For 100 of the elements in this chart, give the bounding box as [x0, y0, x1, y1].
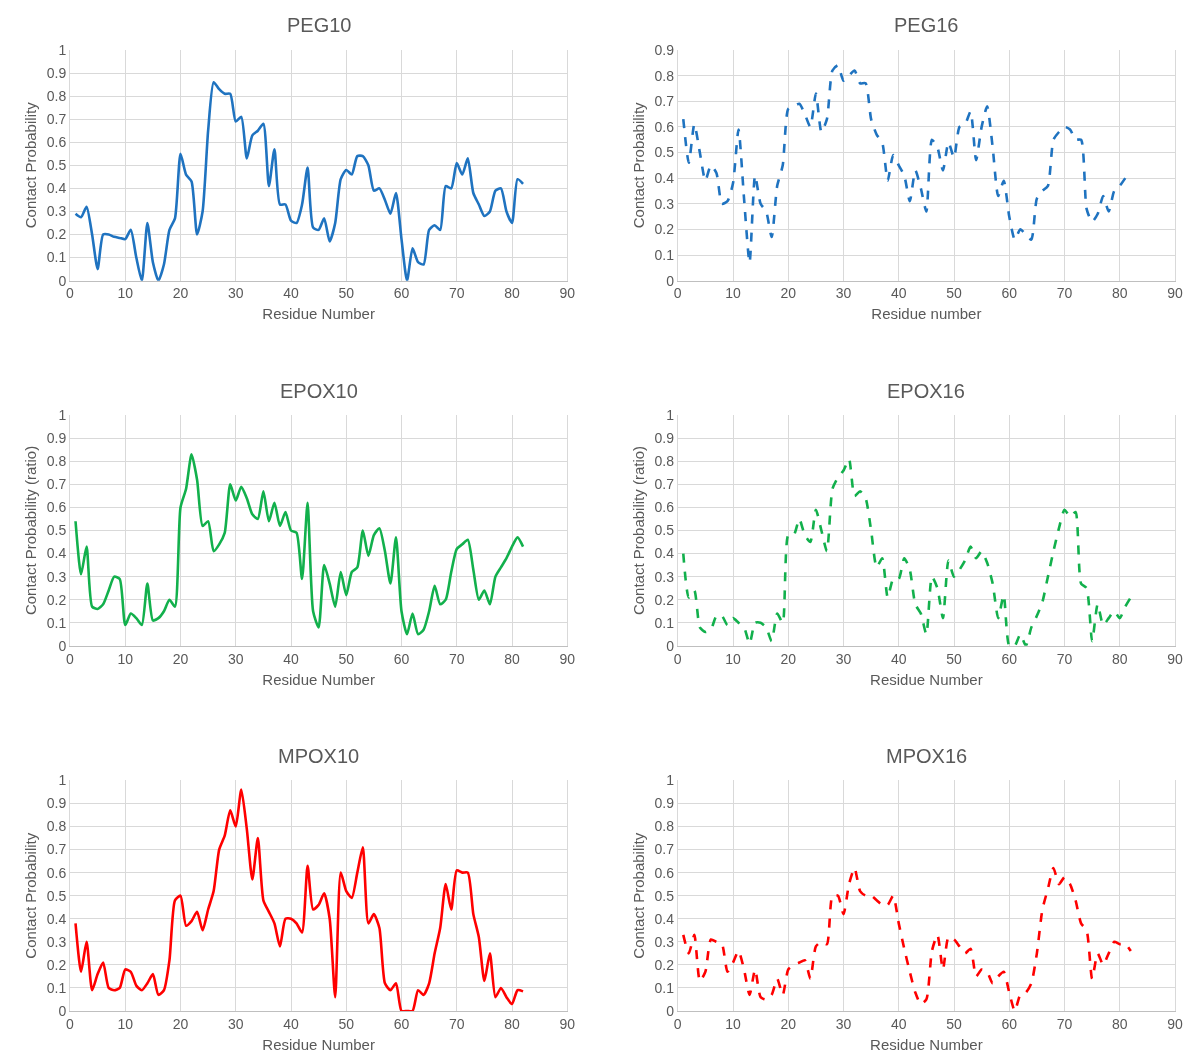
- y-tick-label: 0.8: [46, 818, 67, 835]
- y-tick-label: 0.1: [654, 979, 675, 996]
- chart-title: MPOX10: [278, 745, 360, 767]
- y-tick-label: 0.6: [654, 499, 675, 516]
- x-tick-label: 40: [890, 1015, 907, 1032]
- y-tick-label: 0.1: [46, 614, 67, 631]
- x-tick-label: 60: [393, 650, 410, 667]
- x-tick-label: 80: [1111, 1015, 1128, 1032]
- y-tick-label: 0: [666, 637, 675, 654]
- y-tick-label: 0.6: [654, 118, 675, 135]
- x-tick-label: 30: [227, 1015, 244, 1032]
- y-tick-label: 0.4: [654, 170, 675, 187]
- y-tick-label: 0.9: [46, 430, 67, 447]
- y-tick-label: 0.9: [654, 41, 675, 58]
- x-tick-label: 40: [283, 1015, 299, 1032]
- y-tick-label: 0.8: [654, 67, 675, 84]
- y-tick-label: 0.7: [46, 841, 67, 858]
- y-tick-label: 0.8: [654, 453, 675, 470]
- y-tick-label: 0.8: [46, 88, 67, 105]
- x-tick-label: 20: [780, 1015, 797, 1032]
- x-tick-label: 80: [1111, 285, 1128, 302]
- y-tick-label: 0.6: [46, 134, 67, 151]
- y-tick-label: 0.2: [654, 221, 675, 238]
- y-tick-label: 0.6: [654, 864, 675, 881]
- y-tick-label: 0.3: [46, 568, 67, 585]
- x-tick-label: 10: [117, 1015, 134, 1032]
- chart-title: EPOX10: [280, 380, 358, 402]
- x-tick-label: 90: [1167, 285, 1183, 302]
- line-series: [74, 453, 525, 636]
- y-tick-label: 0.9: [46, 795, 67, 812]
- x-tick-label: 20: [172, 650, 189, 667]
- x-tick-label: 70: [1056, 650, 1073, 667]
- y-tick-label: 0.2: [46, 226, 67, 243]
- y-tick-label: 0.6: [46, 864, 67, 881]
- x-tick-label: 90: [559, 1015, 576, 1032]
- x-tick-label: 70: [448, 285, 465, 302]
- y-tick-label: 0.7: [46, 111, 67, 128]
- x-tick-label: 30: [835, 1015, 852, 1032]
- y-tick-label: 0.7: [654, 841, 675, 858]
- line-series: [74, 788, 525, 1011]
- y-tick-label: 1: [58, 41, 67, 58]
- x-tick-label: 60: [393, 285, 410, 302]
- y-tick-label: 0.6: [46, 499, 67, 516]
- x-tick-label: 40: [890, 285, 907, 302]
- x-tick-label: 80: [504, 650, 520, 667]
- x-axis-title: Residue Number: [262, 670, 375, 688]
- y-tick-label: 1: [666, 407, 675, 424]
- y-tick-label: 0.2: [46, 591, 67, 608]
- y-tick-label: 0.9: [654, 795, 675, 812]
- x-tick-label: 60: [1001, 1015, 1018, 1032]
- x-tick-label: 50: [946, 285, 962, 302]
- x-tick-label: 70: [448, 650, 465, 667]
- x-axis-title: Residue Number: [870, 1035, 983, 1053]
- x-tick-label: 70: [448, 1015, 465, 1032]
- chart-title: PEG10: [287, 14, 352, 36]
- x-tick-label: 40: [890, 650, 907, 667]
- x-tick-label: 30: [835, 285, 852, 302]
- y-tick-label: 0.5: [46, 522, 67, 539]
- x-tick-label: 20: [172, 285, 189, 302]
- x-tick-label: 90: [1167, 650, 1183, 667]
- x-tick-label: 10: [117, 650, 134, 667]
- y-tick-label: 0.1: [46, 979, 67, 996]
- line-series: [74, 80, 525, 281]
- x-tick-label: 80: [1111, 650, 1128, 667]
- y-axis-title: Contact Probability (ratio): [21, 445, 39, 616]
- y-tick-label: 0.3: [654, 933, 675, 950]
- x-axis-title: Residue Number: [262, 305, 375, 323]
- line-series: [681, 866, 1133, 1011]
- y-tick-label: 0.1: [46, 249, 67, 266]
- x-tick-label: 50: [338, 1015, 355, 1032]
- y-tick-label: 0.5: [46, 157, 67, 174]
- y-tick-label: 0.3: [654, 568, 675, 585]
- y-tick-label: 0.9: [654, 430, 675, 447]
- y-tick-label: 0.4: [46, 180, 67, 197]
- x-tick-label: 30: [227, 650, 244, 667]
- y-tick-label: 0.3: [46, 933, 67, 950]
- y-tick-label: 0: [58, 637, 67, 654]
- x-axis-title: Residue Number: [262, 1035, 375, 1053]
- x-tick-label: 90: [559, 650, 576, 667]
- y-axis-title: Contact Probability (ratio): [629, 445, 647, 616]
- x-tick-label: 50: [946, 650, 962, 667]
- x-tick-label: 60: [1001, 285, 1018, 302]
- y-tick-label: 0.2: [654, 591, 675, 608]
- x-axis-title: Residue Number: [870, 670, 983, 688]
- y-tick-label: 0.5: [654, 887, 675, 904]
- x-tick-label: 90: [1167, 1015, 1183, 1032]
- y-tick-label: 0.5: [46, 887, 67, 904]
- y-tick-label: 0.5: [654, 522, 675, 539]
- y-tick-label: 0.7: [654, 93, 675, 110]
- y-tick-label: 0: [58, 272, 67, 289]
- y-tick-label: 0.8: [46, 453, 67, 470]
- y-tick-label: 0.9: [46, 64, 67, 81]
- x-tick-label: 10: [725, 650, 741, 667]
- y-tick-label: 0.4: [46, 910, 67, 927]
- y-tick-label: 0: [666, 272, 675, 289]
- y-axis-title: Contact Probability: [21, 832, 39, 959]
- chart-title: EPOX16: [887, 380, 965, 402]
- y-axis-title: Contact Probability: [629, 832, 647, 959]
- x-tick-label: 80: [504, 1015, 520, 1032]
- y-tick-label: 0.5: [654, 144, 675, 161]
